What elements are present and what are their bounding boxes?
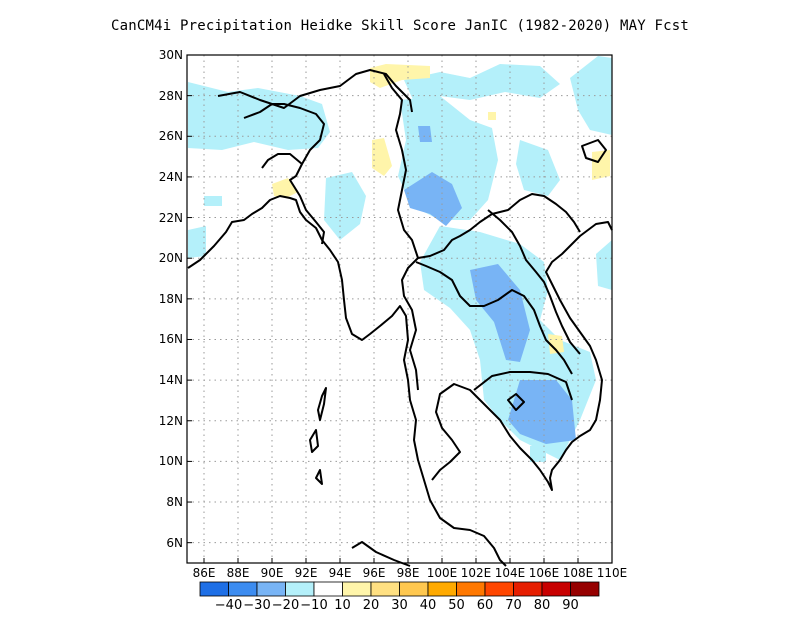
x-tick-label: 96E: [362, 566, 386, 580]
y-tick-label: 18N: [158, 291, 183, 306]
y-tick-label: 30N: [158, 48, 183, 62]
border-thailand-laos: [415, 261, 573, 375]
island-andaman-1: [317, 387, 327, 421]
shade-pos10-farne: [592, 150, 610, 180]
island-sumatra-tip: [351, 541, 411, 567]
shade-pos10-dot: [488, 112, 496, 120]
shade-pos10-north-top: [370, 64, 430, 88]
shade-neg20-cambodia: [508, 380, 576, 444]
colorbar-label: 40: [419, 598, 437, 613]
colorbar-label: −30: [243, 598, 271, 613]
skill-score-shading: [188, 56, 612, 462]
lake-tonle-sap: [507, 393, 525, 411]
colorbar-swatch: [484, 581, 514, 597]
colorbar-swatch: [342, 581, 372, 597]
colorbar-label: 60: [476, 598, 494, 613]
x-tick-label: 86E: [192, 566, 216, 580]
colorbar-swatch: [456, 581, 486, 597]
x-tick-label: 92E: [294, 566, 318, 580]
shade-neg10-myanmar-west: [324, 172, 366, 240]
coastline-main: [187, 195, 507, 567]
map-title: CanCM4i Precipitation Heidke Skill Score…: [110, 18, 690, 34]
x-tick-label: 106E: [528, 566, 560, 580]
y-tick-label: 26N: [158, 129, 183, 144]
colorbar-label: −20: [271, 598, 300, 613]
colorbar-swatch: [370, 581, 400, 597]
island-nicobar: [315, 469, 323, 485]
axis-ticks: [187, 54, 613, 563]
colorbar-swatch: [427, 581, 457, 597]
border-myanmar-india: [243, 103, 325, 245]
x-tick-label: 90E: [260, 566, 284, 580]
colorbar-label: 50: [448, 598, 465, 613]
x-tick-label: 100E: [426, 566, 458, 580]
colorbar-swatch: [513, 581, 543, 597]
border-thailand-myanmar: [401, 257, 419, 391]
shade-neg10-west-edge: [188, 226, 206, 258]
colorbar-label: −10: [300, 598, 328, 613]
x-tick-label: 88E: [226, 566, 250, 580]
colorbar-swatch: [228, 581, 258, 597]
x-tick-label: 98E: [396, 566, 420, 580]
border-cambodia: [473, 371, 573, 401]
shade-pos10-myanmar-north: [372, 138, 392, 176]
colorbar-swatch: [399, 581, 429, 597]
colorbar-label: 10: [334, 598, 351, 613]
y-tick-label: 8N: [166, 495, 183, 510]
shade-neg10-east-coast: [596, 240, 612, 290]
x-tick-label: 104E: [494, 566, 526, 580]
shade-neg10-mekong-tip: [530, 446, 546, 462]
border-myanmar-china: [383, 73, 419, 259]
y-tick-label: 28N: [158, 88, 183, 103]
colorbar-swatch: [256, 581, 286, 597]
shade-neg10-northwest: [188, 82, 330, 150]
y-tick-label: 20N: [158, 251, 183, 266]
shade-neg20-thailand-ne: [470, 264, 530, 362]
y-tick-label: 16N: [158, 332, 183, 347]
colorbar-swatch: [313, 581, 343, 597]
shade-neg10-northeast-top: [404, 64, 560, 102]
map-frame: [186, 54, 613, 564]
x-tick-label: 108E: [562, 566, 594, 580]
colorbar-label: 70: [505, 598, 522, 613]
colorbar-label: 20: [362, 598, 380, 613]
shade-pos10-cambodia-north: [548, 334, 564, 354]
island-hainan: [581, 139, 607, 163]
y-tick-label: 14N: [158, 373, 183, 388]
shade-neg20-laos-spot: [418, 126, 432, 142]
colorbar-label: 90: [562, 598, 579, 613]
colorbar-label: −40: [214, 598, 243, 613]
island-andaman-2: [309, 429, 319, 453]
y-tick-label: 10N: [158, 454, 183, 469]
shade-neg10-bay-dot: [204, 196, 222, 206]
y-tick-label: 6N: [166, 535, 183, 550]
border-vietnam-laos: [487, 209, 581, 355]
colorbar-label: 30: [391, 598, 408, 613]
y-tick-label: 22N: [158, 210, 183, 225]
shade-neg20-yunnan: [404, 172, 462, 226]
lat-lon-grid: [187, 55, 612, 563]
x-tick-label: 102E: [460, 566, 492, 580]
border-tibet: [217, 69, 413, 113]
colorbar-label: 80: [533, 598, 551, 613]
shade-neg10-south-laos: [516, 140, 560, 196]
coastline-gulf-thailand: [431, 221, 613, 491]
x-tick-label: 94E: [328, 566, 352, 580]
y-tick-label: 24N: [158, 169, 183, 184]
border-bangladesh: [261, 153, 303, 169]
colorbar: [199, 581, 600, 597]
colorbar-swatch: [285, 581, 315, 597]
colorbar-swatch: [570, 581, 600, 597]
y-tick-label: 12N: [158, 413, 183, 428]
colorbar-swatch: [199, 581, 229, 597]
border-china-laos: [417, 193, 581, 259]
x-tick-label: 110E: [596, 566, 628, 580]
colorbar-swatch: [541, 581, 571, 597]
shade-neg10-farne: [570, 56, 612, 135]
coastlines-and-borders: [187, 69, 613, 567]
